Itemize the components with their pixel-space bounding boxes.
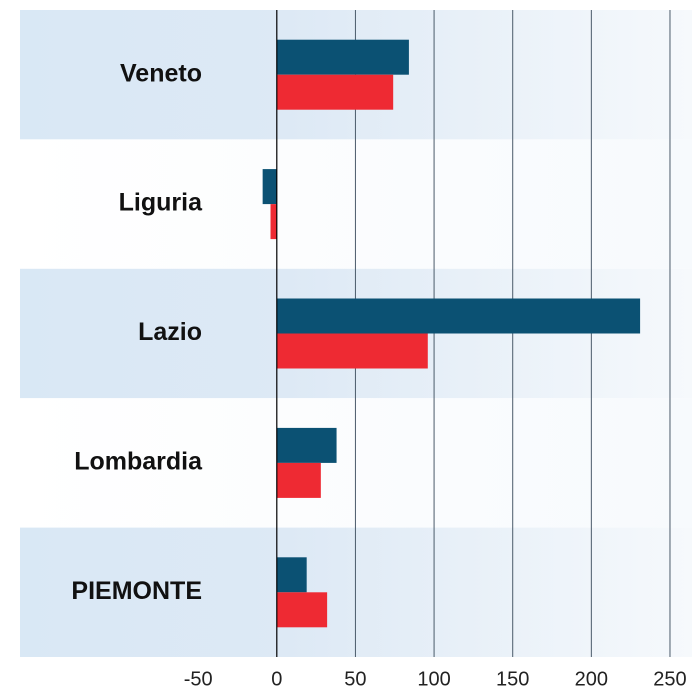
bar	[276, 39, 409, 75]
x-tick-label: 50	[344, 668, 366, 690]
bar	[276, 298, 641, 334]
x-tick-label: 150	[496, 668, 529, 690]
category-label: Liguria	[119, 189, 203, 217]
x-tick-label: 200	[575, 668, 608, 690]
bar	[276, 427, 337, 463]
row-band	[20, 398, 692, 528]
x-tick-label: 0	[271, 668, 282, 690]
row-band	[20, 527, 692, 657]
bar	[276, 557, 307, 593]
category-label: Lazio	[138, 318, 202, 346]
category-label: Veneto	[120, 59, 202, 87]
x-tick-label: 250	[653, 668, 686, 690]
category-label: PIEMONTE	[71, 577, 202, 605]
category-label: Lombardia	[74, 448, 203, 476]
x-tick-label: 100	[417, 668, 450, 690]
bar	[276, 462, 321, 498]
bar	[276, 592, 328, 628]
row-band	[20, 139, 692, 269]
bar	[270, 204, 277, 240]
bar	[262, 169, 277, 205]
x-tick-label: -50	[184, 668, 213, 690]
bar	[276, 333, 428, 369]
bar	[276, 74, 394, 110]
